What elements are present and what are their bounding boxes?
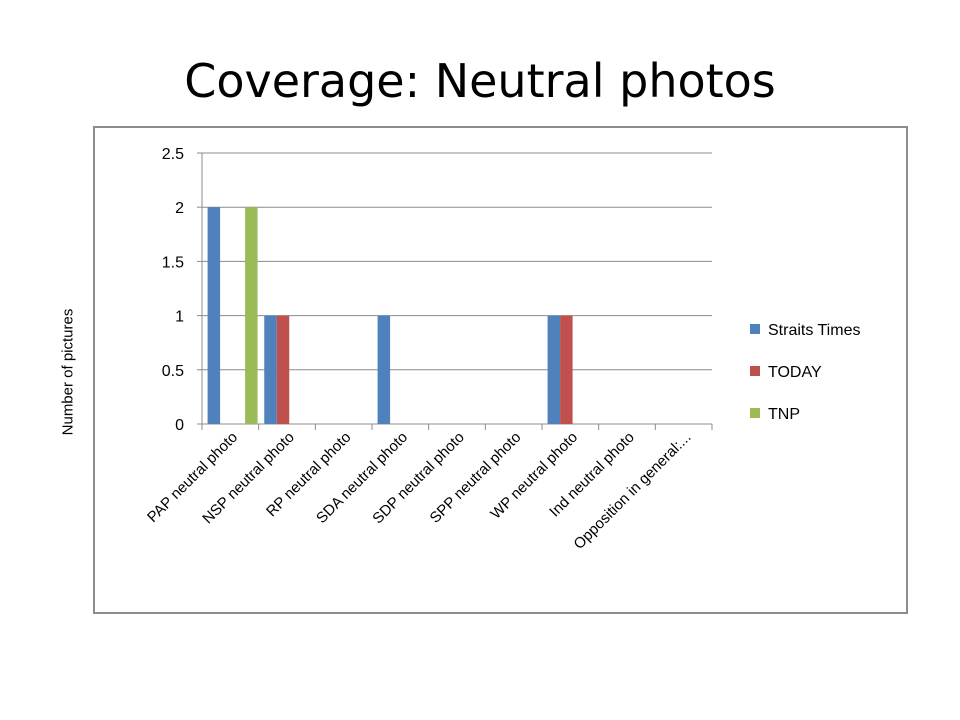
bar: [276, 315, 290, 424]
y-tick-label: 0: [175, 417, 184, 434]
x-tick-label: Opposition in general:...: [570, 429, 694, 553]
y-tick-label: 0.5: [162, 363, 184, 380]
legend-swatch: [750, 408, 760, 418]
slide-title: Coverage: Neutral photos: [184, 54, 776, 108]
bar: [207, 207, 221, 424]
y-tick-label: 1.5: [162, 254, 184, 271]
y-tick-label: 2: [175, 200, 184, 217]
legend-swatch: [750, 366, 760, 376]
legend-label: Straits Times: [768, 322, 860, 339]
bar: [245, 207, 258, 424]
bar: [377, 315, 391, 424]
bar: [560, 315, 573, 424]
legend-swatch: [750, 324, 760, 334]
bar: [264, 315, 277, 424]
bar: [547, 315, 561, 424]
legend-label: TNP: [768, 406, 800, 423]
y-tick-label: 2.5: [162, 146, 184, 163]
y-tick-label: 1: [175, 309, 184, 326]
legend-label: TODAY: [768, 364, 822, 381]
